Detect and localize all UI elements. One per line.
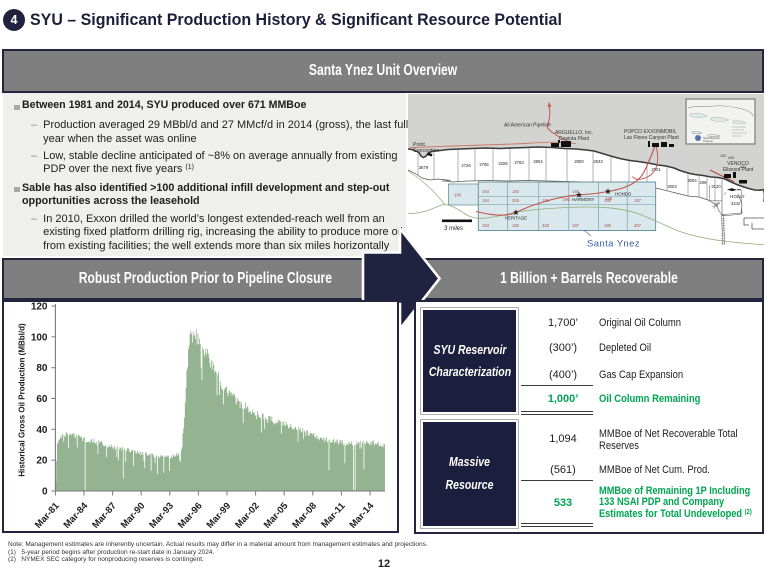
svg-text:HOLLY: HOLLY: [730, 194, 745, 199]
svg-text:HARMONY: HARMONY: [572, 197, 595, 202]
svg-text:3004: 3004: [687, 178, 697, 183]
svg-text:Las Flores Canyon Plant: Las Flores Canyon Plant: [624, 135, 679, 141]
svg-text:2726: 2726: [461, 163, 471, 168]
svg-text:Mar-14: Mar-14: [348, 500, 377, 531]
svg-text:208: 208: [700, 180, 708, 185]
svg-text:2800: 2800: [574, 159, 584, 164]
svg-text:190: 190: [563, 197, 571, 202]
svg-text:2901: 2901: [651, 167, 661, 172]
svg-text:Mar-99: Mar-99: [205, 501, 234, 531]
svg-text:3 miles: 3 miles: [444, 226, 463, 232]
svg-text:ARGUELLO, Inc.: ARGUELLO, Inc.: [555, 130, 593, 136]
svg-text:Conception: Conception: [413, 148, 439, 154]
svg-text:3496: 3496: [712, 200, 722, 209]
svg-text:3242: 3242: [731, 201, 741, 206]
svg-text:188: 188: [605, 196, 613, 201]
svg-text:2706: 2706: [479, 162, 489, 167]
svg-text:163: 163: [482, 223, 490, 228]
svg-text:2763: 2763: [514, 160, 524, 165]
svg-text:2804: 2804: [533, 159, 543, 164]
svg-text:20: 20: [36, 456, 48, 467]
svg-text:3120: 3120: [711, 184, 721, 189]
svg-text:2206: 2206: [498, 161, 508, 166]
svg-text:HERITAGE: HERITAGE: [505, 216, 527, 221]
svg-text:120: 120: [31, 302, 48, 313]
svg-text:Santa Barbara: Santa Barbara: [703, 136, 720, 140]
svg-text:HONDO: HONDO: [615, 192, 632, 197]
svg-text:407: 407: [634, 223, 642, 228]
svg-text:328: 328: [542, 223, 550, 228]
svg-text:Mar-93: Mar-93: [147, 501, 176, 531]
svg-text:101: 101: [542, 198, 550, 203]
svg-text:80: 80: [36, 363, 48, 374]
svg-text:Mar-96: Mar-96: [176, 501, 205, 531]
svg-text:3499: 3499: [442, 179, 451, 183]
svg-text:Mar-08: Mar-08: [290, 501, 319, 531]
svg-text:40: 40: [36, 425, 48, 436]
svg-text:Channel: Channel: [703, 139, 713, 143]
svg-text:186: 186: [604, 198, 612, 203]
svg-text:195: 195: [454, 193, 462, 198]
svg-text:Mar-87: Mar-87: [90, 501, 119, 531]
svg-text:Santa Ynez: Santa Ynez: [587, 239, 640, 250]
svg-text:POPCO EXXONMOBIL: POPCO EXXONMOBIL: [624, 129, 677, 135]
svg-text:192: 192: [512, 189, 520, 194]
svg-text:146: 146: [572, 189, 580, 194]
svg-text:Gaviota Plant: Gaviota Plant: [559, 136, 590, 142]
svg-text:Mar-84: Mar-84: [62, 500, 91, 531]
svg-text:187: 187: [572, 223, 580, 228]
svg-text:180: 180: [604, 223, 612, 228]
svg-text:421: 421: [740, 165, 746, 169]
svg-text:Historical Gross Oil Productio: Historical Gross Oil Production (MBbl/d): [18, 323, 27, 477]
svg-text:Mar-02: Mar-02: [233, 501, 262, 531]
svg-text:All American Pipeline: All American Pipeline: [504, 123, 551, 129]
svg-text:182: 182: [512, 223, 520, 228]
svg-text:60: 60: [36, 394, 48, 405]
svg-text:3679: 3679: [419, 165, 429, 170]
svg-text:187: 187: [634, 198, 642, 203]
svg-text:Mar-81: Mar-81: [33, 500, 62, 531]
svg-text:0: 0: [42, 487, 48, 498]
svg-text:Point: Point: [413, 142, 425, 148]
svg-text:3003: 3003: [667, 184, 677, 189]
svg-text:Mar-90: Mar-90: [119, 501, 148, 531]
svg-text:2633: 2633: [593, 159, 603, 164]
svg-text:100: 100: [31, 332, 48, 343]
svg-text:Mar-11: Mar-11: [319, 500, 348, 530]
svg-text:Mar-05: Mar-05: [262, 500, 291, 531]
svg-text:120: 120: [720, 154, 726, 158]
svg-text:VENOCO: VENOCO: [727, 161, 749, 167]
svg-text:194: 194: [482, 198, 490, 203]
svg-text:193: 193: [482, 189, 490, 194]
svg-text:Ellwood Plant: Ellwood Plant: [723, 167, 754, 173]
svg-text:420: 420: [728, 156, 734, 160]
svg-text:326: 326: [512, 198, 520, 203]
